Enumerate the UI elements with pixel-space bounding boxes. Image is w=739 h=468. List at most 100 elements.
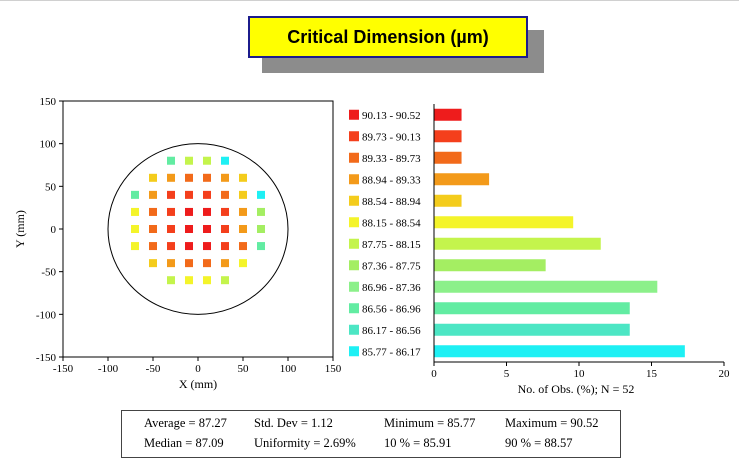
legend-label-11: 85.77 - 86.17 — [362, 346, 421, 358]
histogram-bar-4 — [434, 194, 462, 207]
wafer-site-24 — [239, 207, 247, 216]
legend-label-1: 89.73 - 90.13 — [362, 131, 421, 143]
x-tick-label-0: -150 — [53, 363, 74, 375]
legend-swatch-8 — [349, 281, 359, 292]
wafer-site-42 — [149, 259, 157, 268]
wafer-site-7 — [203, 173, 211, 182]
histogram-bar-2 — [434, 151, 462, 164]
wafer-site-31 — [221, 225, 229, 233]
wafer-site-10 — [131, 190, 139, 199]
wafer-site-46 — [221, 259, 229, 268]
wafer-site-27 — [149, 225, 157, 233]
legend-swatch-10 — [349, 324, 359, 335]
x-tick-label-5: 100 — [280, 363, 297, 375]
legend-label-10: 86.17 - 86.56 — [362, 325, 421, 337]
stat-p10: 10 % = 85.91 — [384, 436, 452, 450]
statistics-box: Average = 87.27 Std. Dev = 1.12 Minimum … — [121, 410, 621, 458]
wafer-site-48 — [167, 276, 175, 285]
hist-x-tick-label-1: 5 — [504, 368, 510, 380]
x-tick-label-4: 50 — [238, 363, 250, 375]
wafer-site-36 — [167, 242, 175, 251]
wafer-site-8 — [221, 173, 229, 182]
wafer-site-33 — [257, 225, 265, 233]
x-tick-label-1: -100 — [98, 363, 119, 375]
wafer-site-22 — [203, 207, 211, 216]
legend-swatch-6 — [349, 238, 359, 249]
legend-swatch-0 — [349, 109, 359, 120]
legend-swatch-4 — [349, 195, 359, 206]
wafer-site-13 — [185, 190, 193, 199]
legend-label-5: 88.15 - 88.54 — [362, 217, 421, 229]
wafer-site-26 — [131, 225, 139, 233]
hist-x-tick-label-3: 15 — [646, 368, 658, 380]
wafer-site-6 — [185, 173, 193, 182]
legend-label-4: 88.54 - 88.94 — [362, 196, 421, 208]
wafer-site-30 — [203, 225, 211, 233]
legend-swatch-9 — [349, 303, 359, 314]
histogram-bar-1 — [434, 130, 462, 143]
wafer-site-2 — [203, 156, 211, 165]
wafer-site-32 — [239, 225, 247, 233]
wafer-site-3 — [221, 156, 229, 165]
y-tick-label-5: 100 — [40, 139, 57, 151]
wafer-outline — [107, 143, 289, 315]
legend-label-0: 90.13 - 90.52 — [362, 110, 421, 122]
stat-average: Average = 87.27 — [144, 416, 227, 430]
y-tick-label-6: 150 — [40, 96, 57, 108]
wafer-site-11 — [149, 190, 157, 199]
wafer-site-16 — [239, 190, 247, 199]
stat-maximum: Maximum = 90.52 — [505, 416, 599, 430]
wafer-site-15 — [221, 190, 229, 199]
wafer-site-17 — [257, 190, 265, 199]
stat-minimum: Minimum = 85.77 — [384, 416, 476, 430]
wafer-site-41 — [257, 242, 265, 251]
wafer-site-25 — [257, 207, 265, 216]
stat-std-dev: Std. Dev = 1.12 — [254, 416, 333, 430]
legend-swatch-2 — [349, 152, 359, 163]
x-tick-label-2: -50 — [146, 363, 161, 375]
y-tick-label-4: 50 — [45, 181, 57, 193]
histogram-bar-7 — [434, 259, 546, 272]
histogram-bar-5 — [434, 216, 574, 229]
stat-uniformity: Uniformity = 2.69% — [254, 436, 356, 450]
wafer-site-9 — [239, 173, 247, 182]
y-tick-label-0: -150 — [36, 352, 57, 364]
x-tick-label-6: 150 — [325, 363, 342, 375]
hist-x-tick-label-4: 20 — [719, 368, 731, 380]
wafer-site-35 — [149, 242, 157, 251]
wafer-site-12 — [167, 190, 175, 199]
x-tick-label-3: 0 — [195, 363, 201, 375]
wafer-site-29 — [185, 225, 193, 233]
wafer-site-28 — [167, 225, 175, 233]
stat-p90: 90 % = 88.57 — [505, 436, 573, 450]
histogram-bar-8 — [434, 280, 658, 293]
histogram-bar-10 — [434, 323, 630, 336]
legend-swatch-7 — [349, 260, 359, 271]
histogram-bar-3 — [434, 173, 490, 186]
wafer-site-50 — [203, 276, 211, 285]
wafer-site-18 — [131, 207, 139, 216]
wafer-site-23 — [221, 207, 229, 216]
wafer-site-44 — [185, 259, 193, 268]
x-axis-label: X (mm) — [179, 377, 217, 391]
chart-title: Critical Dimension (µm) — [248, 16, 528, 58]
legend-swatch-1 — [349, 131, 359, 142]
legend-label-3: 88.94 - 89.33 — [362, 174, 421, 186]
wafer-site-49 — [185, 276, 193, 285]
wafer-site-14 — [203, 190, 211, 199]
histogram-bar-6 — [434, 237, 601, 250]
top-border-line — [0, 0, 739, 1]
wafer-site-5 — [167, 173, 175, 182]
wafer-site-38 — [203, 242, 211, 251]
legend-swatch-5 — [349, 217, 359, 228]
stat-median: Median = 87.09 — [144, 436, 224, 450]
wafer-site-51 — [221, 276, 229, 285]
legend-label-6: 87.75 - 88.15 — [362, 239, 421, 251]
wafer-site-34 — [131, 242, 139, 251]
wafer-site-21 — [185, 207, 193, 216]
wafer-site-0 — [167, 156, 175, 165]
hist-x-tick-label-2: 10 — [574, 368, 586, 380]
histogram-bar-0 — [434, 108, 462, 121]
